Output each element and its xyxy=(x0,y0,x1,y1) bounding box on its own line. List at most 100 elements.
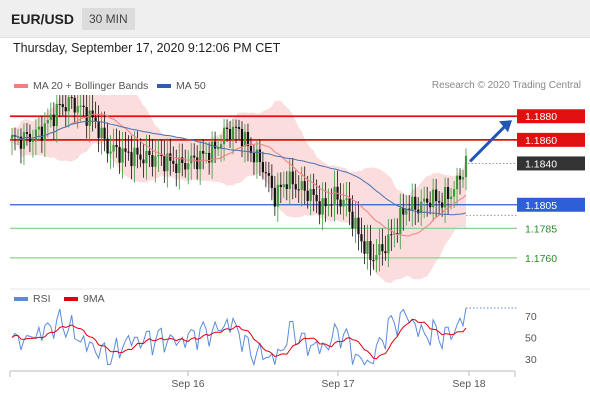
candle-body xyxy=(276,184,279,207)
candle-body xyxy=(414,196,417,210)
timestamp: Thursday, September 17, 2020 9:12:06 PM … xyxy=(13,41,281,55)
candle-body xyxy=(458,175,462,180)
candle-body xyxy=(249,145,253,154)
rsi-tick-0: 70 xyxy=(525,311,537,323)
candle-body xyxy=(446,187,450,199)
candle-body xyxy=(378,244,381,256)
legend-ma50: MA 50 xyxy=(157,80,206,92)
timeframe-badge[interactable]: 30 MIN xyxy=(82,8,135,30)
x-label-0: Sep 16 xyxy=(171,378,204,390)
candle-body xyxy=(64,107,67,112)
candle-body xyxy=(339,199,342,207)
candle-body xyxy=(163,155,166,172)
candle-body xyxy=(399,207,402,235)
candle-body xyxy=(324,198,327,207)
ma50-label: MA 50 xyxy=(176,80,206,92)
candle-body xyxy=(372,259,375,261)
forecast-arrowhead xyxy=(499,120,512,133)
candle-body xyxy=(16,136,20,138)
candle-body xyxy=(300,181,303,190)
candle-body xyxy=(34,129,37,140)
candle-body xyxy=(124,148,127,152)
candle-body xyxy=(435,189,438,202)
candle-body xyxy=(297,189,300,191)
candle-body xyxy=(333,186,336,206)
candle-body xyxy=(187,163,190,170)
candle-body xyxy=(420,201,423,214)
legend-ma20: MA 20 + Bollinger Bands xyxy=(14,80,148,92)
candle-body xyxy=(255,149,259,163)
candle-body xyxy=(175,163,178,173)
candle-body xyxy=(396,232,399,235)
candle-body xyxy=(452,189,456,197)
candle-body xyxy=(309,189,312,201)
candle-body xyxy=(351,211,354,229)
candle-body xyxy=(390,234,393,236)
candle-body xyxy=(455,175,459,190)
candle-body xyxy=(196,157,199,170)
candle-body xyxy=(288,171,291,190)
candle-body xyxy=(438,201,441,203)
candle-body xyxy=(100,127,103,138)
level-label-1: 1.1860 xyxy=(525,135,557,147)
candle-body xyxy=(330,204,333,206)
candle-body xyxy=(243,132,247,147)
level-label-4: 1.1785 xyxy=(525,223,557,235)
level-box-0 xyxy=(517,109,585,124)
candle-body xyxy=(40,126,43,141)
candle-body xyxy=(67,97,70,112)
ma20-label: MA 20 + Bollinger Bands xyxy=(33,80,149,92)
candle-body xyxy=(10,135,14,139)
candle-body xyxy=(381,244,384,252)
candle-body xyxy=(246,132,250,146)
candle-body xyxy=(208,152,211,163)
ma9-label: 9MA xyxy=(83,293,105,305)
candle-body xyxy=(136,147,139,155)
candle-body xyxy=(369,241,372,260)
legend-9ma: 9MA xyxy=(64,293,105,305)
candle-body xyxy=(169,153,172,161)
candle-body xyxy=(94,117,97,122)
candle-body xyxy=(202,150,205,154)
forecast-arrow xyxy=(468,124,508,163)
candle-body xyxy=(441,202,444,208)
candle-body xyxy=(133,147,136,167)
ma20-line xyxy=(11,113,467,237)
candle-body xyxy=(118,147,121,163)
candle-body xyxy=(37,126,40,130)
ma50-line xyxy=(11,120,467,216)
candle-body xyxy=(273,187,276,207)
candle-body xyxy=(285,184,288,190)
rsi-tick-2: 30 xyxy=(525,354,537,366)
candle-body xyxy=(85,107,88,126)
candle-body xyxy=(234,126,238,128)
candle-body xyxy=(270,175,273,188)
candle-body xyxy=(76,106,79,113)
rsi-tick-1: 50 xyxy=(525,333,537,345)
candle-body xyxy=(193,155,196,158)
candle-body xyxy=(154,156,157,167)
candle-body xyxy=(228,128,232,140)
level-label-0: 1.1880 xyxy=(525,111,557,123)
rsi-line xyxy=(11,307,467,367)
candle-body xyxy=(112,145,115,152)
candle-body xyxy=(321,198,324,215)
candle-body xyxy=(88,110,91,126)
rsi-ma9-line xyxy=(11,318,467,360)
candle-body xyxy=(432,189,435,208)
candle-body xyxy=(205,152,208,154)
candle-body xyxy=(106,138,109,154)
candle-body xyxy=(73,97,76,113)
ma50-swatch xyxy=(157,84,171,89)
candle-body xyxy=(258,149,262,163)
rsi-label: RSI xyxy=(33,293,51,305)
level-label-5: 1.1760 xyxy=(525,253,557,265)
candle-body xyxy=(19,136,23,149)
candle-body xyxy=(46,120,49,124)
legend-rsi: RSI xyxy=(14,293,51,305)
candle-body xyxy=(387,234,390,254)
candle-body xyxy=(240,128,244,147)
candle-body xyxy=(103,127,106,139)
candle-body xyxy=(345,198,348,200)
